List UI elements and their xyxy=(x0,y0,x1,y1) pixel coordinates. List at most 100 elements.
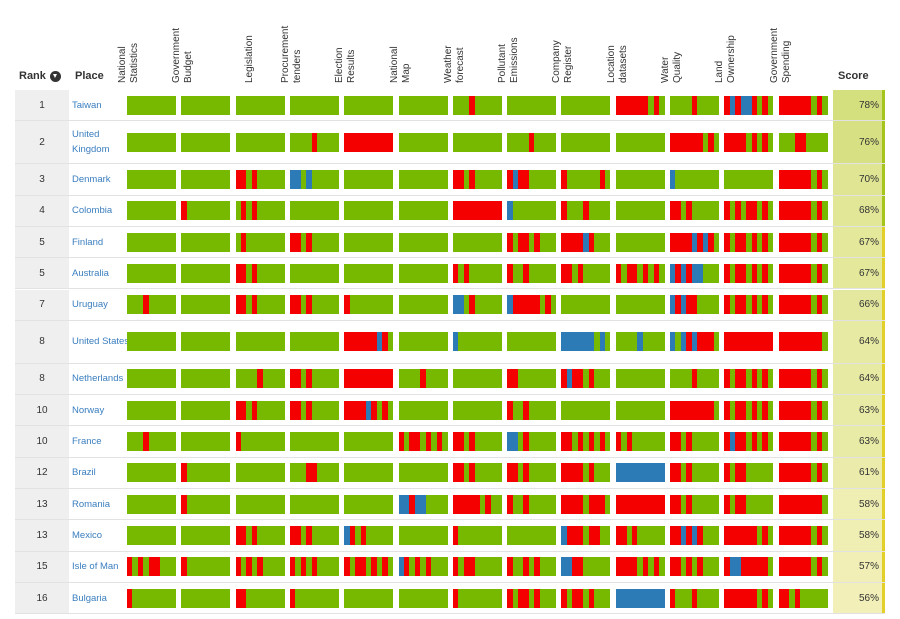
dataset-score-bar[interactable] xyxy=(398,369,448,389)
dataset-score-bar[interactable] xyxy=(778,332,828,352)
dataset-score-bar[interactable] xyxy=(127,494,176,514)
dataset-score-bar[interactable] xyxy=(561,232,611,252)
dataset-score-bar[interactable] xyxy=(289,494,339,514)
dataset-score-bar[interactable] xyxy=(615,494,665,514)
dataset-score-bar[interactable] xyxy=(670,263,719,283)
dataset-score-bar[interactable] xyxy=(615,232,665,252)
dataset-score-bar[interactable] xyxy=(398,132,448,152)
place-link[interactable]: Australia xyxy=(72,267,109,279)
dataset-score-bar[interactable] xyxy=(724,369,774,389)
dataset-score-bar[interactable] xyxy=(615,525,665,545)
dataset-score-bar[interactable] xyxy=(181,400,231,420)
dataset-score-bar[interactable] xyxy=(344,95,394,115)
dataset-score-bar[interactable] xyxy=(181,557,231,577)
dataset-score-bar[interactable] xyxy=(724,463,774,483)
dataset-score-bar[interactable] xyxy=(289,295,339,315)
dataset-score-bar[interactable] xyxy=(235,201,285,221)
dataset-score-bar[interactable] xyxy=(452,263,502,283)
dataset-score-bar[interactable] xyxy=(235,463,285,483)
dataset-score-bar[interactable] xyxy=(344,463,394,483)
place-header[interactable]: Place xyxy=(75,70,104,82)
place-link[interactable]: Colombia xyxy=(72,205,113,217)
dataset-score-bar[interactable] xyxy=(398,588,448,608)
dataset-score-bar[interactable] xyxy=(344,432,394,452)
dataset-score-bar[interactable] xyxy=(235,557,285,577)
dataset-score-bar[interactable] xyxy=(615,463,665,483)
dataset-score-bar[interactable] xyxy=(344,557,394,577)
dataset-score-bar[interactable] xyxy=(235,400,285,420)
dataset-score-bar[interactable] xyxy=(561,463,611,483)
dataset-score-bar[interactable] xyxy=(561,169,611,189)
dataset-score-bar[interactable] xyxy=(670,369,719,389)
place-link[interactable]: Denmark xyxy=(72,173,111,185)
dataset-score-bar[interactable] xyxy=(778,463,828,483)
dataset-score-bar[interactable] xyxy=(507,169,557,189)
dataset-score-bar[interactable] xyxy=(724,95,774,115)
dataset-score-bar[interactable] xyxy=(778,169,828,189)
dataset-score-bar[interactable] xyxy=(289,369,339,389)
dataset-score-bar[interactable] xyxy=(507,232,557,252)
dataset-score-bar[interactable] xyxy=(127,295,176,315)
dataset-score-bar[interactable] xyxy=(452,169,502,189)
dataset-score-bar[interactable] xyxy=(289,169,339,189)
dataset-score-bar[interactable] xyxy=(452,588,502,608)
dataset-score-bar[interactable] xyxy=(670,432,719,452)
dataset-score-bar[interactable] xyxy=(127,132,176,152)
dataset-score-bar[interactable] xyxy=(561,432,611,452)
dataset-score-bar[interactable] xyxy=(507,332,557,352)
dataset-score-bar[interactable] xyxy=(398,557,448,577)
dataset-score-bar[interactable] xyxy=(778,263,828,283)
dataset-score-bar[interactable] xyxy=(235,263,285,283)
dataset-score-bar[interactable] xyxy=(452,295,502,315)
dataset-score-bar[interactable] xyxy=(452,95,502,115)
dataset-score-bar[interactable] xyxy=(181,525,231,545)
dataset-score-bar[interactable] xyxy=(670,201,719,221)
dataset-score-bar[interactable] xyxy=(561,95,611,115)
dataset-score-bar[interactable] xyxy=(127,201,176,221)
dataset-score-bar[interactable] xyxy=(127,369,176,389)
dataset-score-bar[interactable] xyxy=(615,332,665,352)
dataset-score-bar[interactable] xyxy=(778,588,828,608)
dataset-score-bar[interactable] xyxy=(398,95,448,115)
dataset-score-bar[interactable] xyxy=(398,169,448,189)
dataset-score-bar[interactable] xyxy=(181,332,231,352)
dataset-score-bar[interactable] xyxy=(398,494,448,514)
dataset-score-bar[interactable] xyxy=(670,332,719,352)
dataset-score-bar[interactable] xyxy=(181,232,231,252)
sort-down-circle-icon[interactable] xyxy=(49,70,61,82)
dataset-score-bar[interactable] xyxy=(561,332,611,352)
dataset-score-bar[interactable] xyxy=(235,295,285,315)
dataset-score-bar[interactable] xyxy=(670,557,719,577)
dataset-score-bar[interactable] xyxy=(344,295,394,315)
dataset-score-bar[interactable] xyxy=(289,557,339,577)
dataset-score-bar[interactable] xyxy=(615,263,665,283)
dataset-score-bar[interactable] xyxy=(615,557,665,577)
rank-header[interactable]: Rank xyxy=(19,70,61,82)
dataset-score-bar[interactable] xyxy=(507,463,557,483)
dataset-score-bar[interactable] xyxy=(398,332,448,352)
dataset-score-bar[interactable] xyxy=(561,494,611,514)
dataset-score-bar[interactable] xyxy=(670,588,719,608)
dataset-score-bar[interactable] xyxy=(724,132,774,152)
dataset-score-bar[interactable] xyxy=(344,201,394,221)
dataset-score-bar[interactable] xyxy=(778,557,828,577)
dataset-score-bar[interactable] xyxy=(127,400,176,420)
dataset-score-bar[interactable] xyxy=(724,169,774,189)
dataset-score-bar[interactable] xyxy=(344,400,394,420)
place-link[interactable]: Finland xyxy=(72,236,104,248)
dataset-score-bar[interactable] xyxy=(507,95,557,115)
dataset-score-bar[interactable] xyxy=(561,400,611,420)
dataset-score-bar[interactable] xyxy=(235,494,285,514)
dataset-score-bar[interactable] xyxy=(181,369,231,389)
dataset-score-bar[interactable] xyxy=(670,232,719,252)
dataset-score-bar[interactable] xyxy=(127,95,176,115)
dataset-score-bar[interactable] xyxy=(181,588,231,608)
place-link[interactable]: Norway xyxy=(72,404,105,416)
dataset-score-bar[interactable] xyxy=(452,132,502,152)
dataset-score-bar[interactable] xyxy=(561,369,611,389)
dataset-score-bar[interactable] xyxy=(452,494,502,514)
dataset-score-bar[interactable] xyxy=(452,369,502,389)
dataset-score-bar[interactable] xyxy=(235,588,285,608)
dataset-score-bar[interactable] xyxy=(615,95,665,115)
dataset-score-bar[interactable] xyxy=(670,295,719,315)
